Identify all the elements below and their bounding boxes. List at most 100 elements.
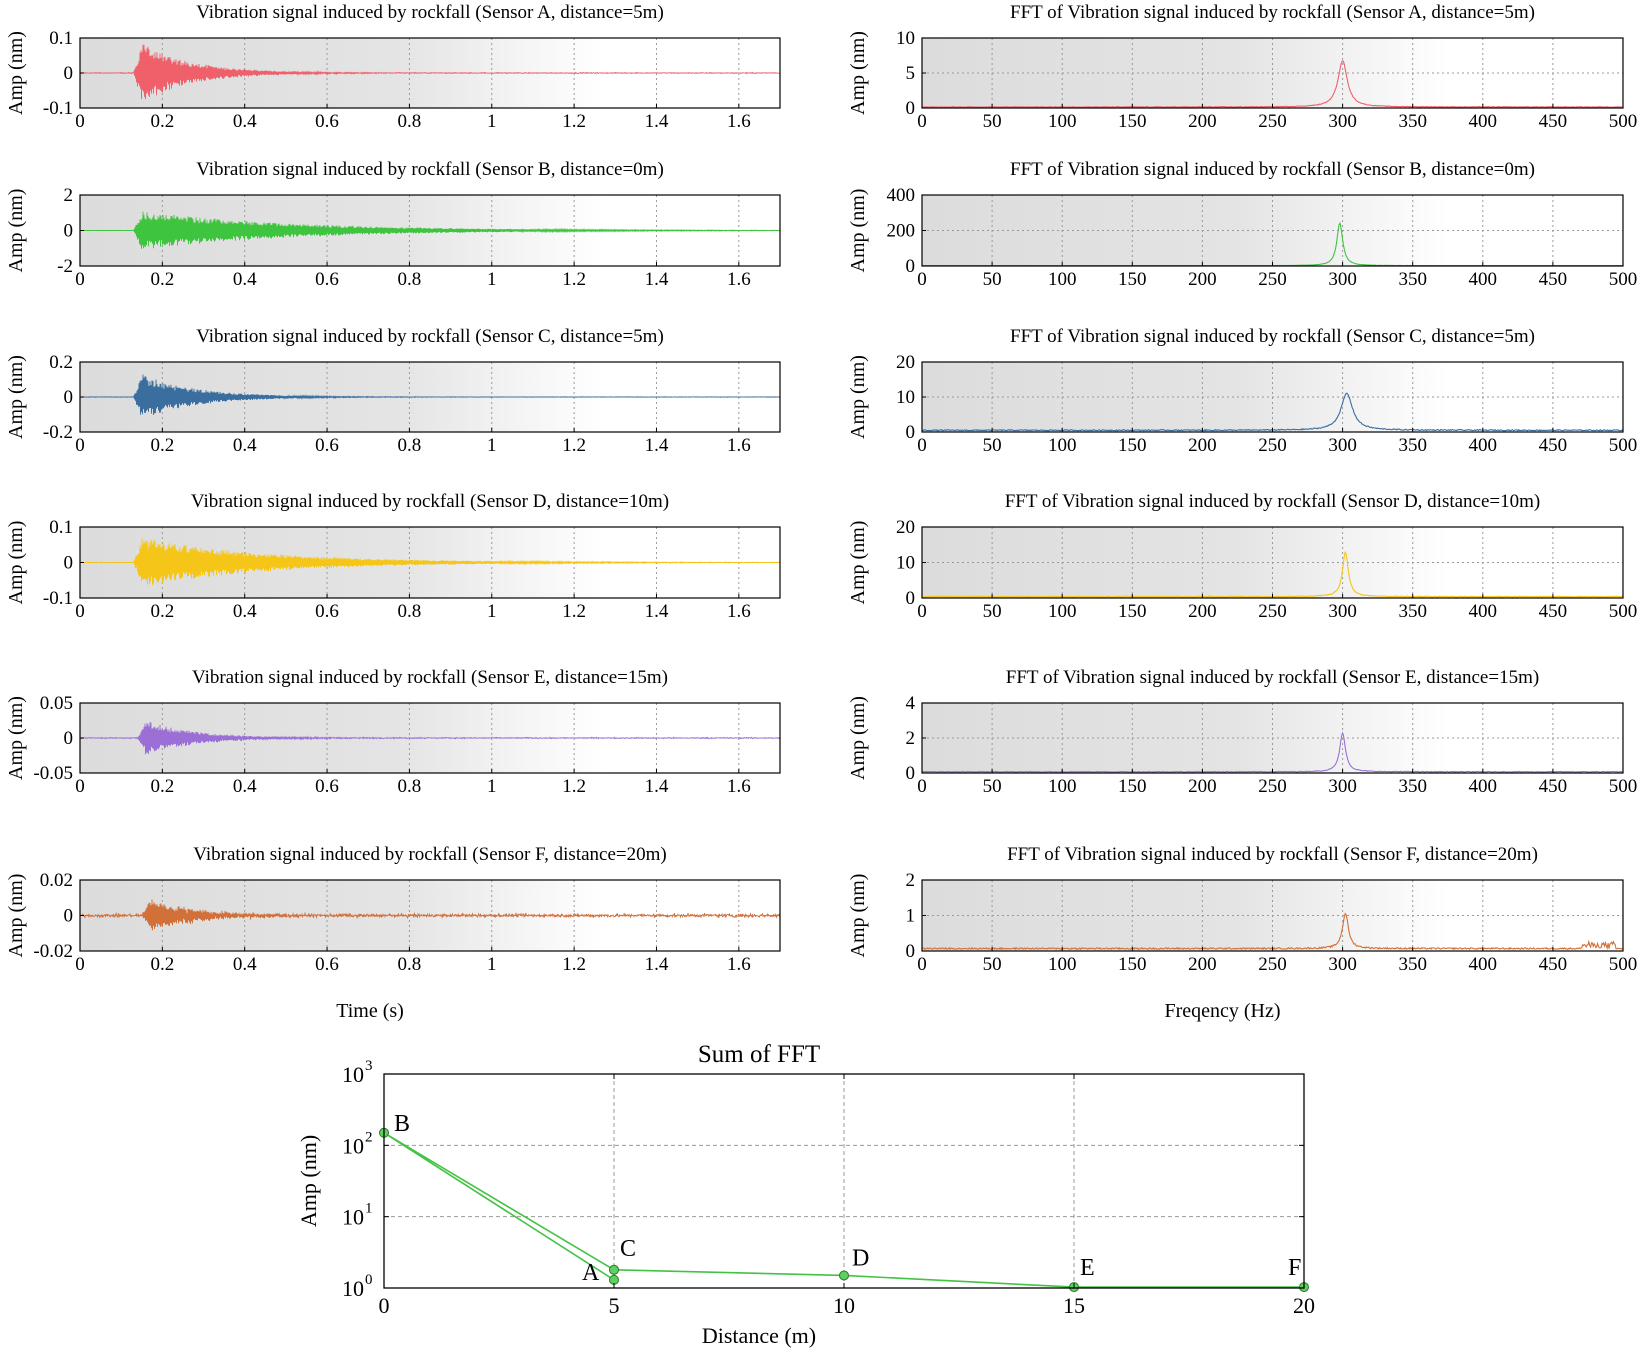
x-tick-label: 400 <box>1469 601 1498 622</box>
x-tick-label: 0 <box>917 954 927 975</box>
subplot-title: Vibration signal induced by rockfall (Se… <box>196 159 664 180</box>
x-tick-label: 500 <box>1609 601 1638 622</box>
y-tick-label: 20 <box>896 517 915 538</box>
data-point-D <box>839 1270 849 1281</box>
series-line <box>613 1269 1304 1288</box>
x-tick-label: 0 <box>917 111 927 132</box>
y-axis-label: Amp (nm) <box>847 874 869 958</box>
signal-trace <box>79 211 781 249</box>
x-tick-label: 0.4 <box>233 601 257 622</box>
point-label-D: D <box>852 1245 869 1271</box>
x-tick-label: 1.2 <box>562 601 586 622</box>
x-tick-label: 200 <box>1188 111 1217 132</box>
x-tick-label: 1.2 <box>562 269 586 290</box>
x-tick-label: 0.2 <box>150 601 174 622</box>
x-tick-label: 0.6 <box>315 111 339 132</box>
x-tick-label: 300 <box>1328 776 1357 797</box>
y-tick-label: 0.1 <box>49 28 73 49</box>
x-tick-label: 0 <box>75 601 85 622</box>
x-tick-label: 0 <box>917 435 927 456</box>
y-axis-label: Amp (nm) <box>5 355 27 439</box>
x-tick-label: 1 <box>487 601 497 622</box>
x-tick-label: 1.6 <box>727 269 751 290</box>
x-tick-label: 1.4 <box>645 954 669 975</box>
y-axis-label: Amp (nm) <box>5 189 27 273</box>
y-tick-label: 0 <box>64 221 74 242</box>
y-tick-label: 10 2 <box>342 1129 373 1158</box>
x-tick-label: 1 <box>487 954 497 975</box>
x-tick-label: 500 <box>1609 111 1638 132</box>
x-tick-label: 50 <box>983 954 1002 975</box>
x-tick-label: 100 <box>1048 111 1077 132</box>
y-axis-label: Amp (nm) <box>847 521 869 605</box>
point-label-A: A <box>582 1260 600 1286</box>
y-tick-label: 10 <box>896 387 915 408</box>
y-tick-label: 2 <box>906 870 916 891</box>
subplot-7: 0 0.2 0.4 0.6 0.8 1 1.2 1.4 1.6-0.100.1Vibration… <box>5 491 781 622</box>
subplot-title: FFT of Vibration signal induced by rockf… <box>1010 2 1535 23</box>
x-tick-label: 200 <box>1188 954 1217 975</box>
x-tick-label: 500 <box>1609 435 1638 456</box>
point-label-F: F <box>1288 1255 1301 1281</box>
x-tick-label: 200 <box>1188 269 1217 290</box>
x-tick-label: 300 <box>1328 601 1357 622</box>
y-axis-label: Amp (nm) <box>847 31 869 115</box>
signal-trace <box>79 374 781 416</box>
x-tick-label: 0.2 <box>150 111 174 132</box>
x-tick-label: 450 <box>1539 269 1568 290</box>
x-tick-label: 400 <box>1469 776 1498 797</box>
x-tick-label: 0.4 <box>233 435 257 456</box>
x-tick-label: 250 <box>1258 601 1287 622</box>
x-tick-label: 0 <box>917 269 927 290</box>
x-tick-label: 350 <box>1398 435 1427 456</box>
y-tick-base: 10 <box>342 1205 364 1230</box>
y-tick-label: 0 <box>906 422 916 443</box>
signal-trace <box>79 721 781 755</box>
signal-trace <box>79 899 781 931</box>
subplot-title: FFT of Vibration signal induced by rockf… <box>1007 844 1538 865</box>
subplot-title: FFT of Vibration signal induced by rockf… <box>1010 326 1535 347</box>
x-tick-label: 0.6 <box>315 269 339 290</box>
y-tick-label: 0 <box>64 906 74 927</box>
y-tick-label: -0.2 <box>43 422 73 443</box>
x-tick-label: 150 <box>1118 269 1147 290</box>
x-tick-label: 400 <box>1469 954 1498 975</box>
x-tick-label: 0 <box>75 954 85 975</box>
y-axis-label: Amp (nm) <box>847 189 869 273</box>
y-tick-exponent: 1 <box>365 1201 373 1217</box>
x-axis-label: Freqency (Hz) <box>1164 1000 1280 1022</box>
x-tick-label: 0.2 <box>150 776 174 797</box>
series-line-loop <box>383 1132 615 1282</box>
x-tick-label: 50 <box>983 269 1002 290</box>
subplot-9: 0 0.2 0.4 0.6 0.8 1 1.2 1.4 1.6-0.0500.05Vibrati… <box>5 667 781 797</box>
y-axis-label: Amp (nm) <box>847 355 869 439</box>
y-tick-label: 10 3 <box>342 1058 373 1087</box>
x-tick-label: 300 <box>1328 269 1357 290</box>
x-tick-label: 350 <box>1398 954 1427 975</box>
subplot-4: 0 50 100 150 200 250 300 350 400 450 500 0 200 400 FFT… <box>847 159 1637 290</box>
y-tick-label: 10 <box>896 553 915 574</box>
x-tick-label: 10 <box>833 1293 855 1318</box>
y-tick-label: 5 <box>906 63 916 84</box>
x-tick-label: 0.8 <box>398 435 422 456</box>
x-tick-label: 1.2 <box>562 776 586 797</box>
x-tick-label: 200 <box>1188 776 1217 797</box>
point-label-E: E <box>1080 1255 1095 1281</box>
x-tick-label: 0.8 <box>398 601 422 622</box>
x-tick-label: 500 <box>1609 776 1638 797</box>
x-tick-label: 450 <box>1539 111 1568 132</box>
y-tick-label: 0 <box>64 728 74 749</box>
x-tick-label: 450 <box>1539 435 1568 456</box>
x-tick-label: 1.2 <box>562 954 586 975</box>
x-tick-label: 150 <box>1118 435 1147 456</box>
y-tick-label: -0.05 <box>33 763 73 784</box>
x-tick-label: 350 <box>1398 601 1427 622</box>
x-tick-label: 0.6 <box>315 601 339 622</box>
subplot-title: Vibration signal induced by rockfall (Se… <box>192 667 668 688</box>
x-tick-label: 5 <box>609 1293 620 1318</box>
x-tick-label: 100 <box>1048 601 1077 622</box>
subplot-11: 0 0.2 0.4 0.6 0.8 1 1.2 1.4 1.6-0.0200.02Vibrati… <box>5 844 781 1022</box>
x-tick-label: 1.4 <box>645 776 669 797</box>
x-tick-label: 0 <box>379 1293 390 1318</box>
